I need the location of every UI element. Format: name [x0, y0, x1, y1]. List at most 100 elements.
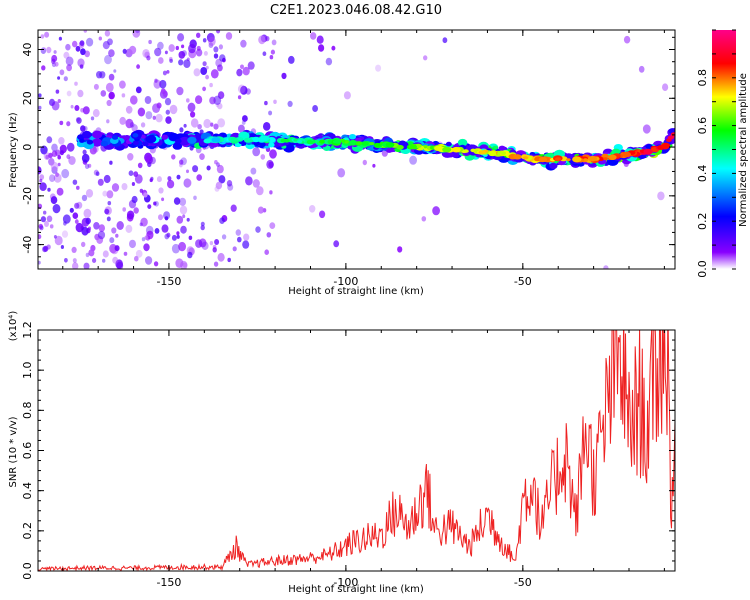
- noise-speckle: [160, 88, 166, 94]
- noise-speckle: [44, 31, 50, 38]
- noise-speckle: [210, 69, 219, 79]
- noise-speckle: [262, 51, 267, 56]
- noise-speckle: [108, 91, 115, 100]
- noise-speckle: [195, 239, 203, 248]
- colorbar: 0.0 0.2 0.4 0.6 0.8 Normalized spectral ampl…: [696, 29, 749, 278]
- noise-speckle: [213, 53, 219, 59]
- noise-speckle: [265, 36, 270, 42]
- noise-speckle: [154, 47, 162, 57]
- noise-speckle: [216, 30, 221, 34]
- noise-speckle: [397, 246, 403, 253]
- noise-speckle: [115, 233, 119, 238]
- noise-speckle: [271, 39, 277, 46]
- noise-speckle: [76, 117, 82, 124]
- noise-speckle: [131, 182, 135, 186]
- noise-speckle: [154, 78, 158, 83]
- colorbar-tick-label: 0.8: [696, 69, 709, 87]
- noise-speckle: [143, 243, 150, 252]
- noise-speckle: [183, 123, 187, 128]
- noise-speckle: [182, 214, 186, 219]
- noise-speckle: [362, 159, 367, 166]
- spectrogram-y-tick-label: 20: [21, 91, 34, 105]
- ridge-blob: [175, 138, 182, 144]
- noise-speckle: [84, 163, 90, 169]
- noise-speckle: [409, 155, 417, 165]
- noise-speckle: [164, 216, 169, 221]
- noise-speckle: [263, 122, 271, 131]
- noise-speckle: [90, 116, 95, 121]
- spectrogram-panel: -150 -100 -50 -40 -20 0 20 40 Height of straigh…: [8, 29, 676, 297]
- ridge-blob: [79, 138, 85, 143]
- noise-speckle: [210, 122, 214, 127]
- noise-speckle: [219, 54, 226, 62]
- noise-speckle: [176, 86, 184, 96]
- noise-speckle: [148, 39, 152, 45]
- noise-speckle: [133, 207, 139, 214]
- noise-speckle: [146, 55, 151, 61]
- noise-speckle: [60, 245, 64, 249]
- noise-speckle: [39, 174, 45, 181]
- noise-speckle: [76, 185, 80, 190]
- noise-speckle: [219, 217, 225, 224]
- ridge-core: [555, 157, 562, 162]
- noise-speckle: [51, 143, 58, 152]
- ridge-blob: [445, 141, 452, 147]
- noise-speckle: [149, 156, 156, 165]
- ridge-core: [385, 142, 395, 148]
- noise-speckle: [102, 190, 108, 197]
- noise-speckle: [642, 124, 651, 134]
- noise-speckle: [201, 241, 209, 250]
- snr-y-tick-label: 0.2: [21, 522, 34, 540]
- noise-speckle: [190, 118, 199, 128]
- noise-speckle: [213, 95, 222, 106]
- noise-speckle: [88, 249, 95, 257]
- noise-speckle: [113, 69, 117, 73]
- ridge-core: [237, 137, 243, 141]
- noise-speckle: [61, 230, 69, 238]
- noise-speckle: [171, 234, 177, 241]
- noise-speckle: [58, 137, 65, 145]
- ridge-blob: [100, 140, 108, 147]
- noise-speckle: [104, 54, 112, 65]
- ridge-blob: [172, 142, 183, 150]
- noise-speckle: [188, 235, 193, 240]
- noise-speckle: [46, 215, 53, 223]
- noise-speckle: [432, 206, 440, 216]
- noise-speckle: [83, 126, 88, 132]
- noise-speckle: [218, 44, 223, 50]
- noise-speckle: [200, 67, 208, 75]
- noise-speckle: [53, 235, 57, 239]
- noise-speckle: [92, 145, 99, 153]
- snr-y-tick-label: 0.6: [21, 442, 34, 460]
- noise-speckle: [162, 91, 168, 97]
- noise-speckle: [202, 38, 207, 43]
- snr-y-tick-label: 1.0: [21, 361, 34, 379]
- noise-speckle: [243, 233, 250, 241]
- snr-x-tick-label: -50: [514, 576, 532, 589]
- noise-speckle: [309, 205, 316, 213]
- noise-speckle: [147, 204, 152, 210]
- noise-speckle: [47, 187, 51, 192]
- snr-y-tick-label: 0.0: [21, 562, 34, 580]
- noise-speckle: [103, 174, 111, 184]
- noise-speckle: [81, 226, 89, 236]
- noise-speckle: [144, 235, 149, 240]
- noise-speckle: [63, 221, 67, 226]
- noise-speckle: [111, 227, 117, 234]
- noise-speckle: [93, 83, 99, 90]
- noise-speckle: [57, 99, 61, 103]
- noise-speckle: [205, 65, 209, 70]
- ridge-core: [396, 145, 404, 150]
- noise-speckle: [423, 55, 428, 61]
- noise-speckle: [258, 35, 266, 45]
- noise-speckle: [61, 168, 70, 179]
- ridge-blob: [82, 130, 92, 139]
- noise-speckle: [93, 222, 100, 230]
- noise-speckle: [213, 123, 219, 130]
- noise-speckle: [195, 95, 203, 104]
- noise-speckle: [66, 64, 72, 72]
- ridge-blob: [268, 142, 275, 148]
- noise-speckle: [149, 178, 153, 183]
- noise-speckle: [44, 221, 49, 227]
- snr-y-tick-label: 1.2: [21, 321, 34, 339]
